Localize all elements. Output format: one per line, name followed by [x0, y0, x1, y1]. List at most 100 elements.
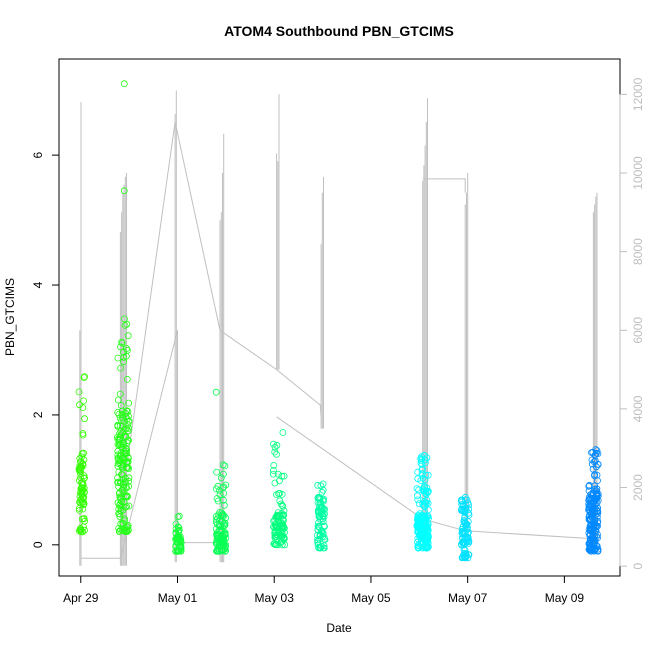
data-point: [458, 498, 466, 506]
data-point: [464, 540, 472, 547]
data-point: [216, 509, 224, 516]
y-axis-right: 0 2000 4000 6000 8000 10000 12000: [619, 77, 645, 570]
data-point: [219, 484, 227, 492]
data-point: [461, 509, 469, 516]
data-point: [213, 468, 221, 476]
data-point: [271, 443, 279, 451]
data-point: [122, 474, 129, 482]
data-point: [212, 388, 220, 396]
data-point: [586, 481, 593, 489]
data-point: [273, 537, 281, 544]
data-point: [587, 525, 594, 533]
data-point: [277, 532, 285, 540]
x-tick-label: May 01: [158, 591, 198, 605]
data-point: [123, 457, 131, 465]
data-point: [216, 516, 224, 524]
data-point: [318, 543, 326, 550]
data-point: [269, 470, 277, 478]
data-point: [319, 497, 327, 505]
data-point: [273, 441, 281, 449]
data-point: [314, 493, 322, 501]
data-point: [117, 449, 125, 457]
data-point: [269, 466, 277, 474]
plot-frame: [58, 58, 621, 577]
data-point: [213, 531, 221, 538]
data-point: [458, 496, 466, 504]
y2-tick-label: 0: [631, 563, 645, 570]
data-point: [219, 461, 227, 469]
data-point: [78, 487, 86, 495]
x-tick-label: May 07: [448, 591, 488, 605]
data-point: [462, 539, 469, 547]
data-point: [419, 474, 427, 482]
x-tick-label: May 03: [255, 591, 295, 605]
data-point: [585, 487, 593, 495]
data-point: [116, 510, 124, 518]
data-point: [422, 534, 429, 542]
data-point: [114, 409, 122, 416]
data-point: [173, 534, 180, 542]
data-point: [221, 462, 229, 470]
data-point: [274, 528, 282, 536]
data-point: [77, 488, 85, 496]
data-point: [594, 450, 602, 458]
y2-tick-label: 6000: [631, 317, 645, 344]
y2-tick-label: 12000: [631, 77, 645, 111]
data-point: [220, 522, 228, 530]
data-point: [316, 544, 324, 552]
data-point: [592, 522, 600, 529]
data-point: [124, 421, 132, 429]
data-point: [418, 533, 426, 541]
data-point: [321, 536, 329, 543]
data-point: [212, 518, 220, 526]
data-point: [314, 522, 322, 530]
data-point: [123, 345, 130, 352]
data-point: [459, 553, 467, 561]
data-point: [319, 518, 327, 526]
data-point: [123, 407, 130, 415]
x-tick-label: May 05: [351, 591, 391, 605]
data-point: [422, 542, 430, 550]
data-point: [174, 513, 182, 521]
data-point: [121, 528, 129, 535]
data-point: [465, 501, 473, 509]
data-point: [414, 544, 422, 552]
data-point: [591, 533, 599, 540]
data-point: [271, 448, 279, 456]
data-point: [216, 539, 224, 546]
data-point: [464, 518, 472, 525]
data-point: [420, 482, 428, 490]
data-point: [586, 531, 594, 538]
data-point: [279, 520, 286, 528]
data-point: [118, 464, 126, 472]
data-point: [121, 517, 128, 525]
data-point: [418, 470, 426, 478]
data-point: [115, 410, 123, 418]
data-point: [317, 482, 325, 490]
y-tick-label: 6: [31, 151, 45, 158]
data-point: [217, 474, 225, 482]
y-tick-label: 0: [31, 541, 45, 548]
data-point: [117, 402, 125, 409]
data-point: [420, 519, 428, 527]
data-point: [270, 461, 278, 469]
data-point: [117, 364, 124, 372]
x-axis-label: Date: [326, 621, 352, 635]
data-point: [462, 553, 470, 560]
y-axis: 0 2 4 6: [31, 151, 60, 548]
data-point: [414, 468, 422, 476]
y2-tick-label: 2000: [631, 474, 645, 501]
data-point: [118, 443, 126, 451]
x-tick-label: May 09: [545, 591, 585, 605]
data-point: [221, 529, 229, 537]
data-point: [121, 315, 128, 323]
data-point: [119, 519, 127, 527]
data-point: [593, 499, 601, 507]
chart-title: ATOM4 Southbound PBN_GTCIMS: [224, 23, 454, 39]
data-point: [78, 484, 86, 492]
data-point: [123, 492, 130, 500]
data-point: [123, 503, 130, 511]
data-point: [217, 542, 225, 550]
data-point: [213, 516, 220, 523]
